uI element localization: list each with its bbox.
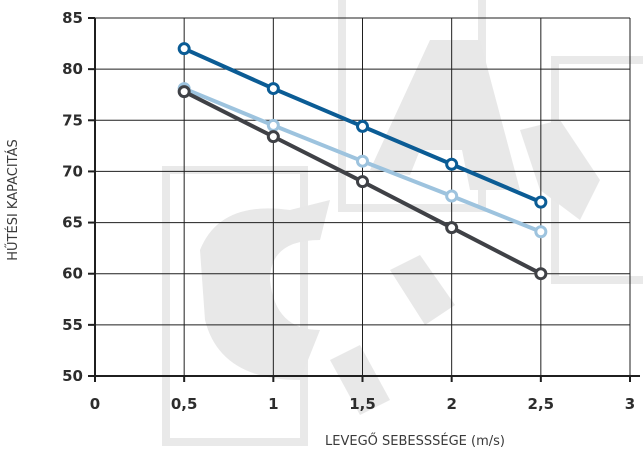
y-tick-label: 70 <box>62 162 83 180</box>
x-tick-label: 1 <box>268 395 278 413</box>
y-tick-label: 85 <box>62 9 83 27</box>
data-point <box>534 267 548 281</box>
data-point <box>266 82 280 96</box>
x-tick-label: 0 <box>90 395 100 413</box>
data-point <box>266 130 280 144</box>
x-tick-label: 2 <box>446 395 456 413</box>
data-point <box>356 119 369 133</box>
x-tick-label: 1,5 <box>349 395 376 413</box>
x-tick-label: 2,5 <box>528 395 555 413</box>
data-point <box>177 85 191 99</box>
y-tick-label: 80 <box>62 60 83 78</box>
y-tick-label: 60 <box>62 265 83 283</box>
x-tick-label: 0,5 <box>171 395 198 413</box>
data-point <box>356 154 369 168</box>
data-point <box>445 221 459 235</box>
y-tick-label: 50 <box>62 367 83 385</box>
x-tick-label: 3 <box>625 395 635 413</box>
data-point <box>534 225 548 239</box>
axes <box>88 17 640 382</box>
data-point <box>266 118 280 132</box>
y-tick-label: 75 <box>62 111 83 129</box>
tick-labels: 50 55 60 65 70 75 80 85 0 0,5 1 1,5 2 2,5 3 <box>62 9 635 413</box>
data-point <box>534 195 548 209</box>
data-point <box>177 42 191 56</box>
y-tick-label: 55 <box>62 316 83 334</box>
data-point <box>445 157 459 171</box>
y-tick-label: 65 <box>62 214 83 232</box>
data-point <box>445 189 459 203</box>
series-group <box>177 42 548 281</box>
x-axis-title: LEVEGŐ SEBESSSÉGE (m/s) <box>325 433 505 449</box>
y-axis-title: HŰTÉSI KAPACITÁS <box>5 139 21 261</box>
data-point <box>356 175 369 189</box>
